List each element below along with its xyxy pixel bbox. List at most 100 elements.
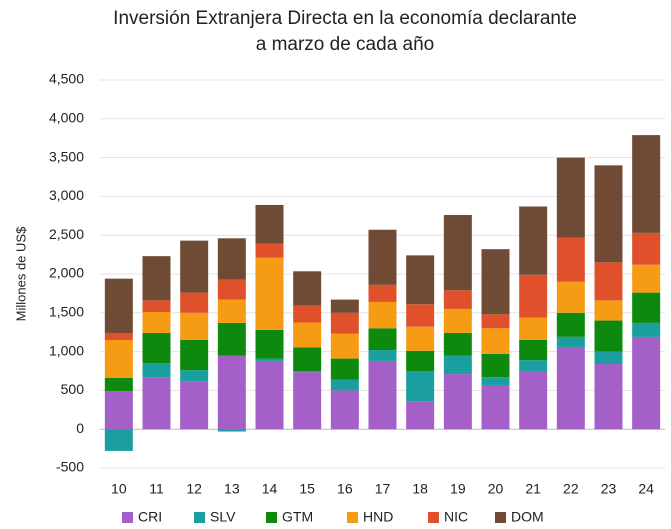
bar-segment: [406, 350, 435, 371]
bar-segment: [481, 377, 510, 385]
bar-segment: [443, 215, 472, 291]
bar-segment: [142, 332, 171, 364]
bar-segment: [632, 292, 661, 323]
bar-segment: [519, 371, 548, 430]
bar-segment: [481, 353, 510, 378]
bar-segment: [142, 300, 171, 313]
x-tick-label: 23: [601, 481, 617, 497]
legend-label: HND: [363, 509, 393, 525]
bar-segment: [104, 332, 133, 340]
bar-segment: [632, 135, 661, 233]
bar-segment: [632, 336, 661, 430]
bar-segment: [481, 249, 510, 315]
bar-segment: [104, 391, 133, 430]
bar-segment: [406, 401, 435, 430]
y-tick-label: -500: [56, 459, 84, 475]
y-tick-label: 3,000: [49, 187, 84, 203]
bar-segment: [293, 372, 322, 430]
x-tick-label: 20: [488, 481, 504, 497]
legend-swatch: [428, 512, 439, 523]
legend-label: DOM: [511, 509, 544, 525]
bar-segment: [330, 358, 359, 380]
x-tick-label: 11: [149, 481, 164, 497]
legend-swatch: [266, 512, 277, 523]
y-tick-label: 4,000: [49, 110, 84, 126]
bar-segment: [481, 328, 510, 354]
bar-segment: [443, 332, 472, 356]
bar-segment: [142, 377, 171, 430]
bar-segment: [443, 290, 472, 309]
y-tick-label: 3,500: [49, 148, 84, 164]
bar-segment: [368, 229, 397, 285]
bar-segment: [368, 360, 397, 430]
y-axis-label: Millones de US$: [13, 226, 28, 321]
y-tick-label: 2,000: [49, 265, 84, 281]
bar-segment: [330, 333, 359, 359]
bar-segment: [556, 281, 585, 313]
bar-segment: [217, 279, 246, 300]
legend-swatch: [347, 512, 358, 523]
bar-segment: [556, 346, 585, 430]
bar-segment: [293, 305, 322, 323]
bar-segment: [556, 237, 585, 282]
chart-title: a marzo de cada año: [256, 34, 435, 55]
x-tick-label: 12: [186, 481, 202, 497]
y-tick-label: 500: [61, 381, 85, 397]
bar-segment: [632, 232, 661, 265]
y-tick-label: 2,500: [49, 226, 84, 242]
bar-segment: [293, 271, 322, 306]
bar-segment: [368, 301, 397, 329]
bar-segment: [293, 322, 322, 348]
bar-segment: [180, 339, 209, 371]
x-tick-label: 22: [563, 481, 579, 497]
bar-segment: [255, 204, 284, 244]
bar-segment: [406, 255, 435, 305]
chart-title: Inversión Extranjera Directa en la econo…: [113, 8, 577, 29]
bar-segment: [594, 300, 623, 321]
bar-segment: [519, 339, 548, 361]
bar-segment: [443, 374, 472, 430]
bar-segment: [293, 371, 322, 373]
bar-segment: [255, 360, 284, 430]
bar-segment: [293, 347, 322, 372]
bar-segment: [330, 390, 359, 430]
y-tick-label: 1,000: [49, 342, 84, 358]
bar-segment: [180, 292, 209, 313]
legend-swatch: [495, 512, 506, 523]
bar-segment: [594, 351, 623, 365]
bar-segment: [519, 317, 548, 340]
bar-segment: [142, 256, 171, 301]
bar-segment: [180, 240, 209, 293]
bar-segment: [594, 320, 623, 352]
x-tick-label: 24: [638, 481, 654, 497]
bar-segment: [180, 312, 209, 340]
bar-segment: [330, 312, 359, 334]
x-tick-label: 19: [450, 481, 466, 497]
bar-segment: [443, 308, 472, 333]
bar-segment: [406, 304, 435, 327]
y-tick-label: 0: [76, 420, 84, 436]
bar-segment: [406, 326, 435, 351]
y-tick-label: 1,500: [49, 304, 84, 320]
bar-segment: [255, 358, 284, 361]
bar-segment: [255, 243, 284, 258]
bar-segment: [443, 355, 472, 375]
y-tick-label: 4,500: [49, 71, 84, 87]
bar-segment: [594, 262, 623, 301]
bar-segment: [481, 314, 510, 329]
bar-segment: [368, 284, 397, 302]
bar-segment: [330, 379, 359, 391]
bar-segment: [632, 264, 661, 293]
bar-segment: [142, 312, 171, 333]
legend-label: NIC: [444, 509, 468, 525]
bar-segment: [594, 364, 623, 430]
bar-segment: [217, 238, 246, 280]
x-tick-label: 14: [262, 481, 278, 497]
bar-segment: [217, 429, 246, 432]
bar-segment: [556, 336, 585, 347]
bar-segment: [180, 381, 209, 430]
x-tick-label: 13: [224, 481, 240, 497]
x-tick-label: 15: [299, 481, 315, 497]
legend-swatch: [122, 512, 133, 523]
